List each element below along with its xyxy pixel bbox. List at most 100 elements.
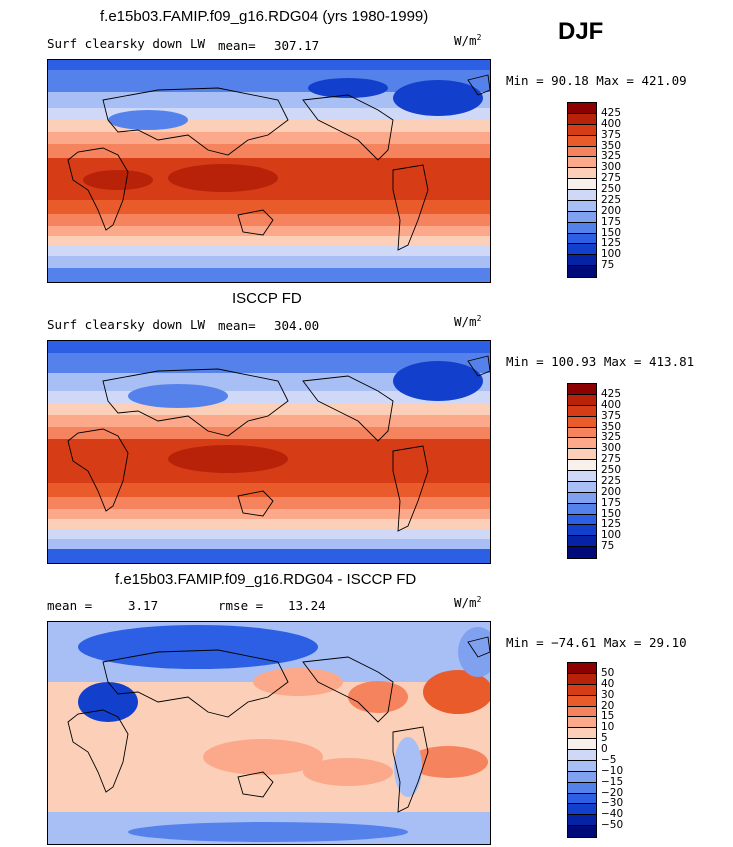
season-label: DJF — [558, 18, 604, 45]
colorbar-swatch — [568, 168, 596, 180]
colorbar-swatch — [568, 266, 596, 277]
colorbar-tick-label: 250 — [601, 183, 622, 195]
panel-3-map — [47, 621, 491, 845]
colorbar-swatch — [568, 200, 596, 212]
panel-2-mean-label: mean= — [218, 318, 256, 333]
colorbar-tick-label: 425 — [601, 387, 622, 400]
colorbar-swatch — [568, 460, 596, 471]
colorbar-swatch — [568, 255, 596, 267]
colorbar-tick-label: 100 — [601, 529, 622, 542]
colorbar-tick-label: 400 — [601, 117, 622, 130]
panel-1-mean-label: mean= — [218, 38, 256, 53]
colorbar-tick-label: 275 — [601, 172, 622, 185]
colorbar-tick-label: 225 — [601, 474, 622, 487]
colorbar-tick-label: −20 — [601, 786, 624, 799]
colorbar-tick-label: 125 — [601, 518, 622, 531]
panel-1-min-max: Min = 90.18 Max = 421.09 — [506, 73, 687, 88]
colorbar-swatch — [568, 179, 596, 190]
panel-3-mean-label: mean = — [47, 598, 93, 613]
colorbar-swatch — [568, 113, 596, 125]
colorbar-swatch — [568, 135, 596, 147]
colorbar-tick-label: 50 — [601, 666, 615, 679]
colorbar-swatch — [568, 793, 596, 805]
colorbar-tick-label: 225 — [601, 193, 622, 206]
colorbar-tick-label: 200 — [601, 204, 622, 217]
colorbar-swatch — [568, 717, 596, 729]
colorbar-swatch — [568, 503, 596, 515]
colorbar-swatch — [568, 146, 596, 158]
colorbar-tick-label: 200 — [601, 485, 622, 498]
panel-1-units: W/m2 — [454, 33, 482, 49]
colorbar-swatch — [568, 394, 596, 406]
colorbar-swatch — [568, 771, 596, 783]
colorbar-tick-label: 75 — [601, 259, 615, 272]
colorbar-tick-label: −40 — [601, 808, 624, 821]
panel-2-mean-value: 304.00 — [274, 318, 320, 333]
panel-2-variable-label: Surf clearsky down LW — [47, 317, 206, 332]
panel-2-colorbar — [567, 383, 597, 559]
panel-1-map — [47, 59, 491, 283]
colorbar-swatch — [568, 190, 596, 201]
colorbar-swatch — [568, 728, 596, 740]
colorbar-tick-label: 250 — [601, 464, 622, 476]
colorbar-tick-label: 10 — [601, 721, 615, 734]
colorbar-swatch — [568, 492, 596, 504]
panel-3-rmse-value: 13.24 — [288, 598, 326, 613]
coastlines — [67, 74, 490, 251]
panel-1-title: f.e15b03.FAMIP.f09_g16.RDG04 (yrs 1980-1… — [100, 8, 429, 25]
colorbar-swatch — [568, 525, 596, 537]
colorbar-tick-label: −5 — [601, 753, 617, 766]
colorbar-swatch — [568, 815, 596, 827]
colorbar-tick-label: 175 — [601, 215, 622, 228]
colorbar-tick-label: 175 — [601, 496, 622, 509]
colorbar-tick-label: 40 — [601, 677, 615, 690]
panel-2-title: ISCCP FD — [232, 290, 302, 307]
panel-1-mean-value: 307.17 — [274, 38, 320, 53]
panel-3-title: f.e15b03.FAMIP.f09_g16.RDG04 - ISCCP FD — [115, 571, 417, 588]
colorbar-tick-label: −10 — [601, 764, 624, 777]
colorbar-swatch — [568, 471, 596, 482]
colorbar-tick-label: 150 — [601, 226, 622, 239]
colorbar-swatch — [568, 706, 596, 718]
colorbar-tick-label: 375 — [601, 409, 622, 422]
colorbar-tick-label: 20 — [601, 699, 615, 712]
colorbar-tick-label: 75 — [601, 540, 615, 553]
colorbar-tick-label: 375 — [601, 128, 622, 141]
colorbar-tick-label: 0 — [601, 743, 608, 755]
colorbar-swatch — [568, 222, 596, 234]
panel-3-rmse-label: rmse = — [218, 598, 264, 613]
panel-3-colorbar — [567, 662, 597, 838]
colorbar-tick-label: 350 — [601, 139, 622, 152]
colorbar-swatch — [568, 481, 596, 493]
colorbar-swatch — [568, 739, 596, 750]
colorbar-tick-label: −30 — [601, 797, 624, 810]
colorbar-swatch — [568, 782, 596, 794]
panel-2-units: W/m2 — [454, 314, 482, 330]
colorbar-swatch — [568, 103, 596, 114]
colorbar-swatch — [568, 157, 596, 169]
colorbar-tick-label: 5 — [601, 732, 608, 745]
colorbar-swatch — [568, 405, 596, 417]
colorbar-tick-label: 100 — [601, 248, 622, 261]
colorbar-tick-label: 425 — [601, 106, 622, 119]
colorbar-tick-label: 300 — [601, 442, 622, 455]
colorbar-swatch — [568, 416, 596, 428]
colorbar-swatch — [568, 211, 596, 223]
panel-3-units: W/m2 — [454, 595, 482, 611]
colorbar-swatch — [568, 384, 596, 395]
panel-3-mean-value: 3.17 — [128, 598, 159, 613]
colorbar-tick-label: 325 — [601, 150, 622, 163]
panel-1-variable-label: Surf clearsky down LW — [47, 36, 206, 51]
colorbar-tick-label: 300 — [601, 161, 622, 174]
colorbar-swatch — [568, 124, 596, 136]
colorbar-swatch — [568, 804, 596, 816]
colorbar-swatch — [568, 449, 596, 461]
colorbar-tick-label: 350 — [601, 420, 622, 433]
colorbar-tick-label: 15 — [601, 710, 615, 723]
colorbar-swatch — [568, 536, 596, 548]
colorbar-swatch — [568, 438, 596, 450]
colorbar-swatch — [568, 826, 596, 837]
colorbar-swatch — [568, 760, 596, 772]
colorbar-tick-label: 125 — [601, 237, 622, 250]
colorbar-swatch — [568, 244, 596, 256]
